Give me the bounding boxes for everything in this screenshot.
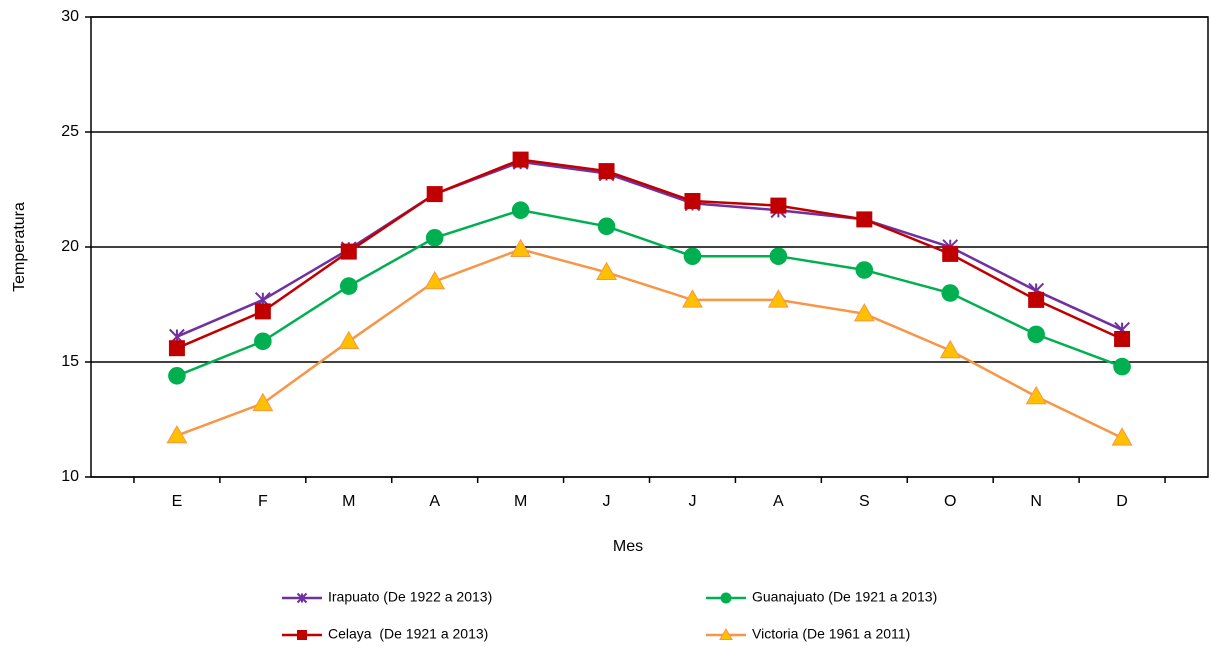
marker <box>168 367 186 385</box>
x-tick-label: S <box>859 493 870 510</box>
marker <box>1027 325 1045 344</box>
marker <box>338 330 360 349</box>
legend-label: Irapuato (De 1922 a 2013) <box>328 589 492 605</box>
y-tick-label: 20 <box>61 238 79 255</box>
marker <box>596 261 617 280</box>
marker <box>296 592 308 604</box>
marker <box>767 289 789 308</box>
marker <box>856 211 873 228</box>
series-line <box>176 160 1123 338</box>
marker <box>254 303 271 320</box>
x-tick-label: J <box>603 493 611 510</box>
legend-label: Celaya (De 1921 a 2013) <box>328 626 488 642</box>
marker <box>425 229 444 247</box>
marker <box>683 247 702 265</box>
marker <box>254 332 272 351</box>
x-tick-label: F <box>258 493 268 510</box>
marker <box>166 424 188 444</box>
marker <box>339 277 358 295</box>
marker <box>252 392 274 412</box>
y-tick-label: 15 <box>61 353 79 370</box>
y-tick-label: 30 <box>61 8 79 25</box>
marker <box>426 186 443 203</box>
marker <box>853 303 875 322</box>
legend-label: Victoria (De 1961 a 2011) <box>752 626 910 642</box>
marker <box>168 340 185 357</box>
marker <box>1114 331 1131 347</box>
legend-label: Guanajuato (De 1921 a 2013) <box>752 589 937 605</box>
marker <box>510 238 532 257</box>
x-tick-label: N <box>1030 493 1042 510</box>
marker <box>1111 427 1133 446</box>
x-tick-label: M <box>342 493 355 510</box>
marker <box>684 193 701 209</box>
x-tick-label: E <box>172 493 183 510</box>
marker <box>682 289 703 308</box>
marker <box>1028 291 1045 308</box>
y-tick-label: 10 <box>61 468 79 485</box>
marker <box>1113 357 1131 376</box>
series-line <box>176 208 1123 377</box>
series-line <box>176 158 1123 350</box>
x-tick-label: J <box>688 493 696 510</box>
marker <box>942 245 959 262</box>
marker <box>941 284 960 302</box>
x-tick-label: A <box>429 493 440 510</box>
x-tick-label: A <box>773 493 784 510</box>
marker <box>424 270 446 290</box>
marker <box>855 261 874 279</box>
y-axis-label: Temperatura <box>11 202 28 292</box>
marker <box>1025 385 1047 405</box>
marker <box>720 592 732 604</box>
marker <box>719 627 733 640</box>
marker <box>939 339 961 359</box>
x-tick-label: D <box>1116 493 1128 510</box>
y-tick-label: 25 <box>61 123 79 140</box>
marker <box>340 243 357 260</box>
x-tick-label: O <box>944 493 956 510</box>
x-axis-label: Mes <box>613 538 643 555</box>
marker <box>770 197 787 214</box>
marker <box>297 630 307 640</box>
marker <box>598 163 615 180</box>
marker <box>769 247 788 265</box>
marker <box>597 217 616 236</box>
series-line <box>176 247 1123 440</box>
x-tick-label: M <box>514 493 527 510</box>
marker <box>512 151 529 168</box>
marker <box>511 201 530 219</box>
